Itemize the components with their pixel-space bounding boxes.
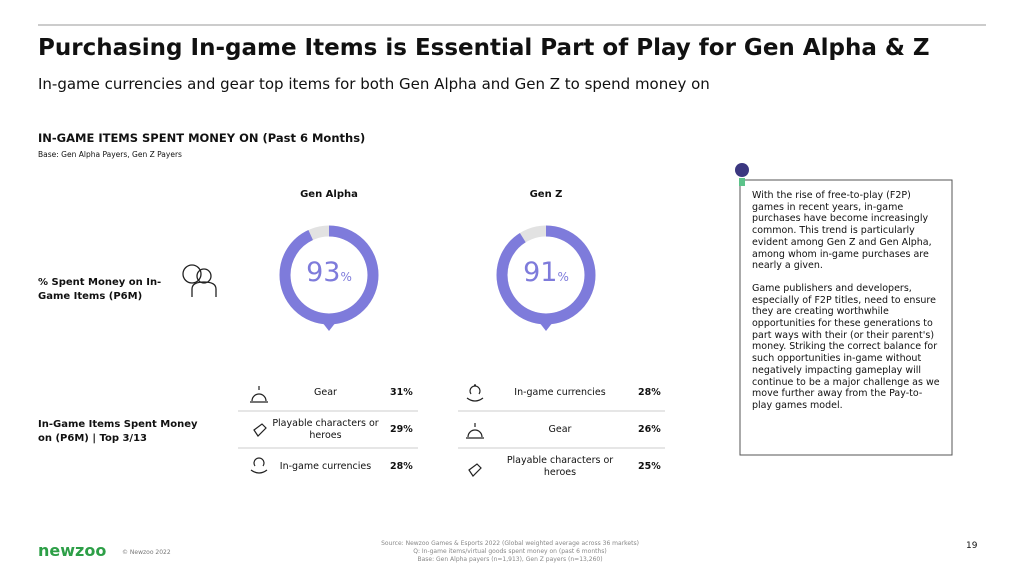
donut-value: 93% [279,257,379,288]
group-name: Gen Alpha [300,189,358,200]
source: Source: Newzoo Games & Esports 2022 (Glo… [360,540,660,564]
source-line: Source: Newzoo Games & Esports 2022 (Glo… [381,540,639,547]
section-base: Base: Gen Alpha Payers, Gen Z Payers [38,150,182,159]
source-line: Q: In-game items/virtual goods spent mon… [413,548,607,555]
item-label: Playable characters or heroes [272,418,379,441]
copyright: © Newzoo 2022 [122,549,171,556]
group-name: Gen Z [529,189,563,200]
donut-arc [279,225,379,325]
item-label: Gear [548,424,572,435]
subtitle: In-game currencies and gear top items fo… [38,75,710,93]
page-number: 19 [966,541,978,551]
item-value: 28% [638,387,661,398]
percent: 91 [523,257,558,288]
row-label: In-Game Items Spent Money on (P6M) | Top… [38,419,198,444]
lightbulb-icon [735,163,749,186]
item-value: 28% [390,461,413,472]
note-paragraph: With the rise of free-to-play (F2P) game… [752,190,932,272]
item-label: In-game currencies [514,387,606,398]
note-box [739,179,953,456]
note-paragraph: Game publishers and developers, especial… [752,282,940,411]
item-label: In-game currencies [279,461,372,472]
donut-value: 91% [496,257,596,288]
item-icons [250,384,484,477]
section-title: IN-GAME ITEMS SPENT MONEY ON (Past 6 Mon… [38,131,366,145]
note: With the rise of free-to-play (F2P) game… [752,190,942,423]
percent-unit: % [340,270,352,284]
source-line: Base: Gen Alpha payers (n=1,913), Gen Z … [417,556,603,563]
row-label: % Spent Money on In-Game Items (P6M) [38,277,162,302]
item-value: 31% [390,387,413,398]
donut-arc [496,225,596,325]
item-label: Gear [314,387,337,398]
percent: 93 [306,257,341,288]
item-value: 26% [638,424,661,435]
item-value: 29% [390,424,413,435]
logo: newzoo [38,541,107,560]
payer-icon [182,264,217,297]
title: Purchasing In-game Items is Essential Pa… [38,35,930,61]
percent-unit: % [557,270,569,284]
item-value: 25% [638,461,661,472]
item-label: Playable characters or heroes [506,455,614,478]
